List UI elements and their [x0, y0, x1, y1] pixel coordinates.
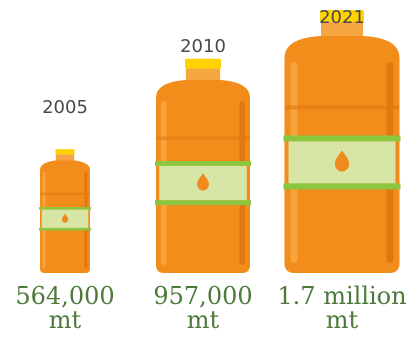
label-band-bottom	[39, 227, 91, 231]
bottle-cap	[320, 10, 364, 22]
year-label: 2010	[180, 36, 226, 57]
oil-drop-icon	[197, 173, 209, 191]
oil-drop-icon	[61, 213, 69, 223]
value-label: 957,000 mt	[153, 282, 252, 334]
label-band-top	[39, 207, 91, 210]
value-label: 564,000 mt	[15, 282, 114, 334]
year-label: 2005	[42, 97, 88, 118]
bottle-cap	[55, 149, 75, 155]
label-band-bottom	[283, 183, 401, 190]
label-band-top	[283, 135, 401, 142]
bottle-cap	[185, 58, 221, 69]
label-band-bottom	[155, 200, 251, 206]
bottle-ridge	[40, 192, 90, 195]
bottle-ridge	[156, 136, 250, 140]
bottle-bar-2005: 2005 564,000 mt	[15, 97, 114, 334]
bottle-bar-2021: 2021 1.7 million mt	[277, 7, 406, 334]
bottle-bar-2010: 2010 957,000 mt	[153, 36, 252, 334]
bottle-neck	[55, 154, 75, 163]
value-label: 1.7 million mt	[277, 282, 406, 334]
oil-drop-icon	[334, 150, 350, 172]
bottle-neck	[321, 22, 363, 38]
bottle-neck	[185, 68, 221, 83]
bottle-ridge	[284, 105, 400, 110]
year-label: 2021	[319, 7, 365, 28]
label-band-top	[155, 161, 251, 166]
